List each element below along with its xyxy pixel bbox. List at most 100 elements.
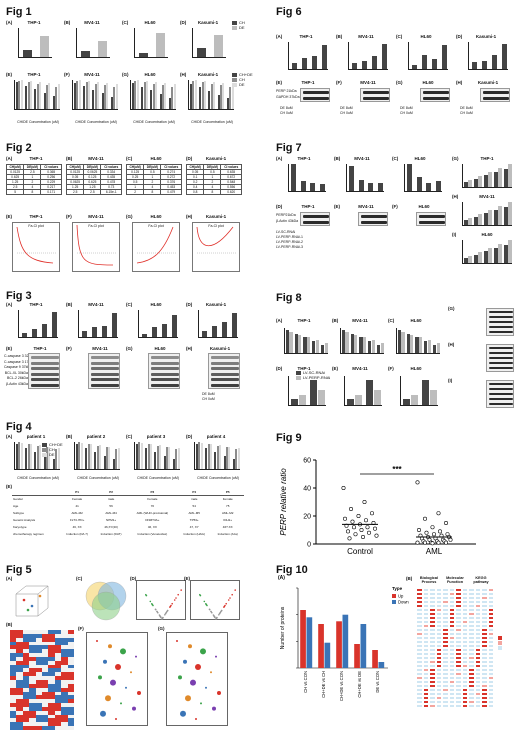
- fig7-right-bar: [474, 178, 478, 187]
- table-cell: 0.171: [40, 189, 62, 195]
- fig10-heatmap-cell: [416, 636, 423, 640]
- fig7-blot-band: [419, 215, 445, 218]
- fig10-heatmap-cell: [435, 624, 442, 628]
- table-header-cell: P2: [94, 490, 128, 496]
- fig10-heatmap-cell: [481, 656, 488, 660]
- fig10-heatmap-cell: [455, 640, 462, 644]
- table-row: 0.0125 0.0625 0.334: [65, 169, 122, 175]
- fig8-blot-band: [489, 352, 513, 355]
- fig5-volcano-point: [166, 609, 169, 612]
- fig7-right-bar: [478, 251, 482, 263]
- fig10-heatmap-cell: [442, 592, 449, 596]
- fig5-heatmap-cell: [22, 676, 30, 680]
- fig5-heatmap-cell: [22, 683, 30, 688]
- fig5-heatmap-cell: [42, 722, 49, 727]
- fig10-heatmap-cell: [429, 588, 436, 592]
- fig9-y-tick-label: 40: [303, 486, 311, 493]
- fig3-treatment-label: DE 8uM: [202, 392, 215, 396]
- fig10-heatmap-cell: [416, 704, 423, 708]
- fig10-heatmap-cell: [455, 624, 462, 628]
- fig5-heatmap-cell: [48, 726, 55, 730]
- fig1-bottom-bar: [25, 85, 28, 109]
- fig5-heatmap-cell: [10, 649, 17, 654]
- fig1-top-axis: [76, 28, 110, 58]
- fig4-bar: [163, 455, 166, 469]
- fig10-heatmap-cell: [429, 660, 436, 664]
- fig10-heatmap-cell: [455, 696, 462, 700]
- fig5-heatmap-cell: [35, 668, 42, 673]
- fig5-heatmap-cell: [61, 683, 68, 688]
- fig6-axis: [408, 42, 448, 70]
- fig5-heatmap-cell: [42, 679, 49, 684]
- fig7-title: Fig 7: [276, 142, 302, 154]
- fig5-bubble-point: [130, 671, 132, 674]
- fig9-data-point: [438, 529, 443, 534]
- fig4-panel-label: (B): [66, 434, 73, 439]
- fig10-heatmap-cell: [461, 616, 468, 620]
- fig5-heatmap-cell: [10, 653, 17, 657]
- fig4-bar: [207, 444, 210, 469]
- fig7-right-bar: [478, 175, 482, 187]
- fig5-volcano-point: [170, 604, 172, 607]
- fig10-heatmap-cell: [455, 676, 462, 680]
- fig10-heatmap-cell: [481, 680, 488, 684]
- fig10-heatmap-cell: [422, 640, 429, 644]
- fig9-chart: 0 20 40 60 PERP relative ratio Control AML ***: [276, 446, 496, 556]
- fig10-heatmap-cell: [474, 652, 481, 656]
- fig10-heatmap-cell: [435, 660, 442, 664]
- fig9-data-point: [346, 529, 351, 534]
- fig5-heatmap-cell: [35, 633, 42, 638]
- fig10-heatmap-header: KEGG pathway: [473, 576, 489, 585]
- fig6-blot-band: [363, 97, 389, 100]
- fig5-heatmap-cell: [61, 645, 68, 650]
- fig5-heatmap-cell: [16, 649, 23, 654]
- fig3-cell-title: HL60: [150, 302, 162, 307]
- fig10-heatmap-cell: [474, 616, 481, 620]
- fig10-heatmap-legend-swatch: [498, 646, 502, 650]
- fig5-heatmap-cell: [61, 637, 68, 642]
- fig7-bar: [291, 164, 297, 191]
- fig10-heatmap-cell: [455, 664, 462, 668]
- fig10-heatmap-cell: [429, 648, 436, 652]
- fig5-heatmap-cell: [61, 676, 68, 680]
- fig5-heatmap-cell: [16, 710, 23, 715]
- fig1-bottom-bar: [83, 86, 86, 109]
- fig10-heatmap-cell: [487, 596, 494, 600]
- fig9-data-point: [374, 533, 379, 538]
- fig8-top-bar: [406, 333, 410, 353]
- fig6-bar: [291, 63, 297, 69]
- fig5-heatmap-cell: [42, 645, 49, 650]
- table-cell: 54: [192, 503, 196, 508]
- fig5-heatmap-cell: [22, 679, 30, 684]
- fig5-heatmap-cell: [16, 691, 23, 696]
- fig5-heatmap-cell: [35, 726, 42, 730]
- fig5-heatmap-cell: [16, 687, 23, 692]
- fig6-panel-label: (A): [276, 34, 283, 39]
- fig10-heatmap-cell: [468, 676, 475, 680]
- fig8-blot-band: [489, 362, 513, 365]
- table-cell: Female: [147, 496, 158, 501]
- fig5-title: Fig 5: [6, 564, 32, 576]
- fig5-heatmap-cell: [16, 679, 23, 684]
- fig4-patient-title: patient 4: [206, 434, 226, 439]
- fig10-heatmap-cell: [461, 696, 468, 700]
- fig4-bar: [237, 447, 240, 469]
- fig5-heatmap-cell: [67, 706, 74, 711]
- fig10-heatmap-cell: [474, 648, 481, 652]
- fig2-panel-label: (F): [66, 214, 72, 219]
- fig6-bar: [441, 45, 447, 69]
- fig5-heatmap-cell: [35, 660, 42, 665]
- fig5-heatmap-cell: [54, 637, 62, 642]
- fig10-bar: [354, 644, 360, 668]
- fig6-treatment-label: CH 0uM: [460, 111, 473, 115]
- fig3-panel-label: (C): [126, 302, 133, 307]
- fig5-heatmap-cell: [10, 660, 17, 665]
- fig5-volcano-point: [210, 610, 212, 613]
- fig1-panel-label: (G): [122, 72, 129, 77]
- fig6-cell-title: MV4-11: [358, 34, 374, 39]
- fig7-right-bar: [484, 175, 488, 187]
- fig5-heatmap-cell: [10, 668, 17, 673]
- table-cell: AML-M5: [188, 510, 200, 515]
- fig8-panel-label: (B): [332, 318, 339, 323]
- fig7-panel-label: (H): [452, 194, 459, 199]
